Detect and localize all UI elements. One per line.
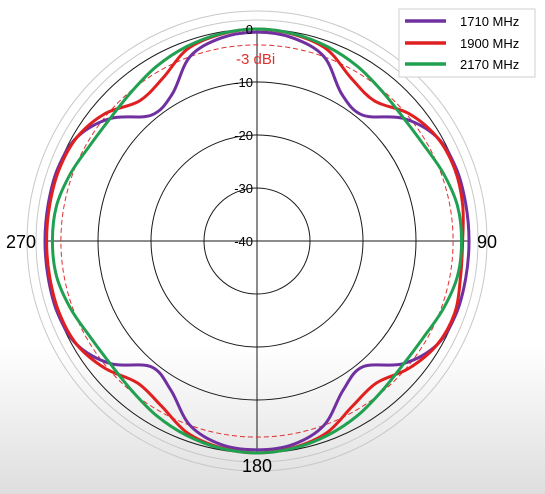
radial-tick-label-3: -30	[234, 181, 253, 196]
legend-label-1710: 1710 MHz	[460, 14, 519, 29]
legend-label-1900: 1900 MHz	[460, 36, 519, 51]
reference-label: -3 dBi	[236, 51, 275, 68]
angle-label-90: 90	[477, 232, 497, 252]
legend: 1710 MHz 1900 MHz 2170 MHz	[398, 8, 536, 78]
series-group	[43, 27, 471, 455]
outer-ring-1	[26, 10, 488, 472]
radial-tick-label-0: 0	[246, 22, 253, 37]
angle-label-180: 180	[242, 456, 272, 476]
radial-tick-label-4: -40	[234, 234, 253, 249]
radial-tick-label-2: -20	[234, 128, 253, 143]
series-line-2	[50, 27, 464, 455]
reference-circle-group	[60, 44, 454, 438]
polar-axes	[45, 29, 469, 453]
outer-grid-rings	[26, 10, 488, 472]
angle-label-270: 270	[6, 232, 36, 252]
reference-circle	[60, 44, 454, 438]
radial-tick-label-1: -10	[234, 75, 253, 90]
legend-label-2170: 2170 MHz	[460, 57, 519, 72]
axis-label-group: 0 -10 -20 -30 -40 -3 dBi 90 180 270	[6, 22, 497, 476]
outer-ring-0	[35, 19, 479, 463]
